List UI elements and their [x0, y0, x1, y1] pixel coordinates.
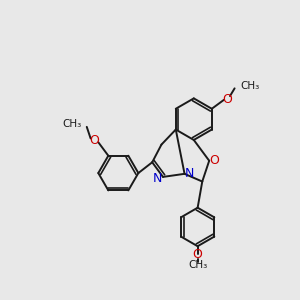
Text: O: O	[89, 134, 99, 147]
Text: N: N	[184, 167, 194, 180]
Text: CH₃: CH₃	[62, 119, 81, 129]
Text: O: O	[210, 154, 220, 167]
Text: CH₃: CH₃	[241, 81, 260, 91]
Text: O: O	[193, 248, 202, 261]
Text: CH₃: CH₃	[188, 260, 207, 271]
Text: N: N	[153, 172, 162, 185]
Text: O: O	[222, 93, 232, 106]
